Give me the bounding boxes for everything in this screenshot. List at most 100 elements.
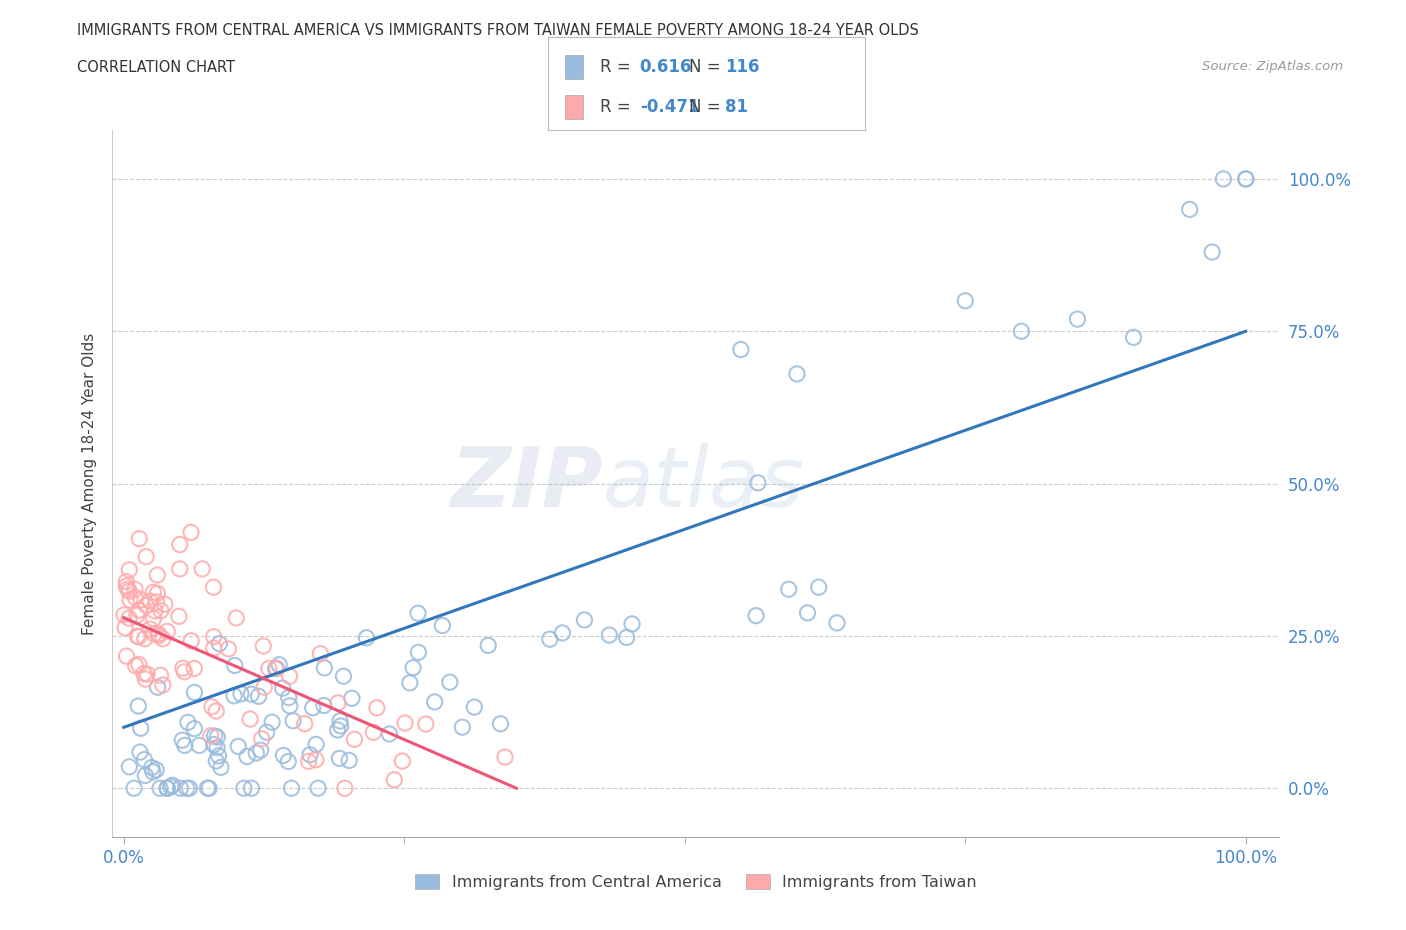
Point bbox=[128, 657, 150, 671]
Text: N =: N = bbox=[689, 99, 720, 116]
Point bbox=[118, 584, 141, 599]
Point bbox=[356, 631, 378, 645]
Point bbox=[177, 715, 200, 730]
Point bbox=[142, 611, 165, 626]
Point bbox=[280, 781, 302, 796]
Point bbox=[406, 605, 429, 620]
Point bbox=[149, 604, 172, 618]
Point bbox=[135, 598, 157, 613]
Point bbox=[183, 722, 205, 737]
Point bbox=[169, 781, 191, 796]
Point bbox=[139, 593, 162, 608]
Point bbox=[1234, 171, 1257, 186]
Point bbox=[146, 567, 169, 582]
Point bbox=[745, 608, 768, 623]
Point bbox=[314, 660, 336, 675]
Point bbox=[148, 627, 170, 642]
Text: R =: R = bbox=[600, 58, 631, 76]
Text: R =: R = bbox=[600, 99, 631, 116]
Point bbox=[337, 753, 360, 768]
Point bbox=[183, 685, 205, 700]
Point bbox=[1066, 312, 1088, 326]
Y-axis label: Female Poverty Among 18-24 Year Olds: Female Poverty Among 18-24 Year Olds bbox=[82, 333, 97, 635]
Point bbox=[176, 781, 198, 796]
Point bbox=[191, 562, 214, 577]
Point bbox=[125, 608, 148, 623]
Point bbox=[205, 704, 228, 719]
Point bbox=[135, 550, 157, 565]
Point bbox=[202, 737, 225, 752]
Point bbox=[451, 720, 474, 735]
Point bbox=[202, 641, 225, 656]
Point bbox=[415, 717, 437, 732]
Point bbox=[124, 582, 146, 597]
Point bbox=[127, 698, 149, 713]
Point bbox=[159, 779, 181, 794]
Point bbox=[209, 760, 232, 775]
Point bbox=[145, 594, 167, 609]
Text: ZIP: ZIP bbox=[450, 443, 603, 525]
Point bbox=[143, 627, 166, 642]
Point bbox=[136, 667, 159, 682]
Point bbox=[463, 699, 485, 714]
Point bbox=[134, 631, 156, 646]
Point bbox=[363, 724, 385, 739]
Point bbox=[332, 669, 354, 684]
Point bbox=[115, 649, 138, 664]
Point bbox=[256, 724, 278, 739]
Point bbox=[134, 752, 156, 767]
Point bbox=[786, 366, 808, 381]
Point bbox=[180, 633, 202, 648]
Point bbox=[489, 716, 512, 731]
Point bbox=[247, 689, 270, 704]
Point bbox=[477, 638, 499, 653]
Point bbox=[1010, 324, 1032, 339]
Point bbox=[180, 525, 202, 539]
Point bbox=[294, 716, 316, 731]
Point bbox=[266, 660, 288, 675]
Point bbox=[142, 585, 165, 600]
Point bbox=[132, 666, 155, 681]
Point bbox=[207, 730, 229, 745]
Point bbox=[172, 733, 194, 748]
Point bbox=[129, 721, 152, 736]
Point bbox=[621, 617, 644, 631]
Point bbox=[250, 731, 273, 746]
Point bbox=[141, 760, 163, 775]
Point bbox=[391, 753, 413, 768]
Point bbox=[328, 751, 350, 765]
Point bbox=[118, 592, 141, 607]
Point bbox=[574, 613, 596, 628]
Point bbox=[202, 579, 225, 594]
Point bbox=[301, 700, 323, 715]
Point bbox=[129, 745, 152, 760]
Point bbox=[156, 781, 179, 796]
Point bbox=[112, 607, 135, 622]
Point bbox=[226, 739, 249, 754]
Point bbox=[398, 675, 420, 690]
Point bbox=[269, 658, 291, 672]
Point bbox=[128, 630, 150, 644]
Point bbox=[298, 748, 321, 763]
Text: N =: N = bbox=[689, 58, 720, 76]
Point bbox=[408, 644, 430, 659]
Text: -0.471: -0.471 bbox=[640, 99, 699, 116]
Point bbox=[796, 605, 818, 620]
Point bbox=[156, 624, 179, 639]
Point bbox=[142, 764, 165, 779]
Point bbox=[139, 621, 162, 636]
Text: 0.616: 0.616 bbox=[640, 58, 692, 76]
Point bbox=[343, 732, 366, 747]
Point bbox=[225, 610, 247, 625]
Point bbox=[205, 740, 228, 755]
Point bbox=[200, 728, 222, 743]
Point bbox=[271, 681, 294, 696]
Point bbox=[309, 646, 332, 661]
Point bbox=[236, 749, 259, 764]
Point bbox=[1178, 202, 1201, 217]
Point bbox=[825, 616, 848, 631]
Point bbox=[616, 630, 638, 644]
Text: Source: ZipAtlas.com: Source: ZipAtlas.com bbox=[1202, 60, 1343, 73]
Point bbox=[229, 686, 252, 701]
Point bbox=[278, 669, 301, 684]
